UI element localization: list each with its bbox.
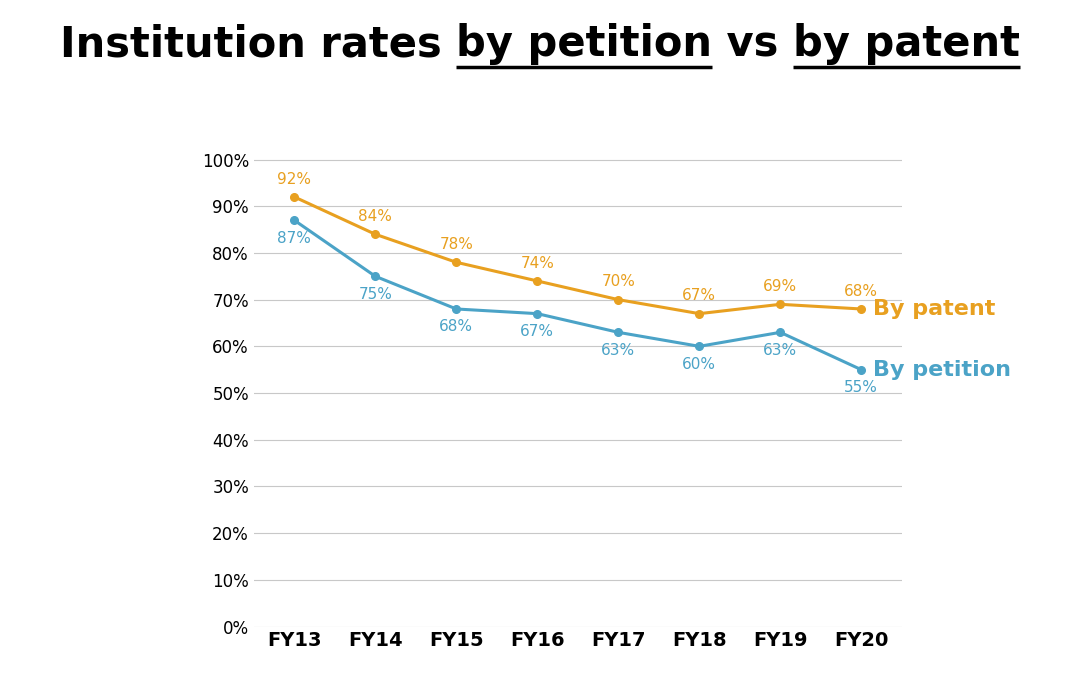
Text: 68%: 68% [845, 284, 878, 299]
Text: 60%: 60% [683, 357, 716, 372]
Text: 63%: 63% [764, 343, 797, 358]
Text: 87%: 87% [278, 231, 311, 246]
Text: 67%: 67% [683, 288, 716, 303]
Text: 67%: 67% [521, 324, 554, 339]
Text: by petition: by petition [456, 23, 712, 65]
Text: Institution rates: Institution rates [59, 23, 456, 65]
Text: 63%: 63% [602, 343, 635, 358]
Text: By petition: By petition [874, 360, 1012, 380]
Text: 55%: 55% [845, 380, 878, 395]
Text: 68%: 68% [440, 319, 473, 334]
Text: By patent: By patent [874, 299, 996, 319]
Text: 69%: 69% [764, 279, 797, 294]
Text: 92%: 92% [278, 172, 311, 187]
Text: 84%: 84% [359, 209, 392, 224]
Text: 78%: 78% [440, 237, 473, 252]
Text: 70%: 70% [602, 274, 635, 289]
Text: 75%: 75% [359, 287, 392, 302]
Text: 74%: 74% [521, 255, 554, 270]
Text: vs: vs [712, 23, 793, 65]
Text: by patent: by patent [793, 23, 1021, 65]
